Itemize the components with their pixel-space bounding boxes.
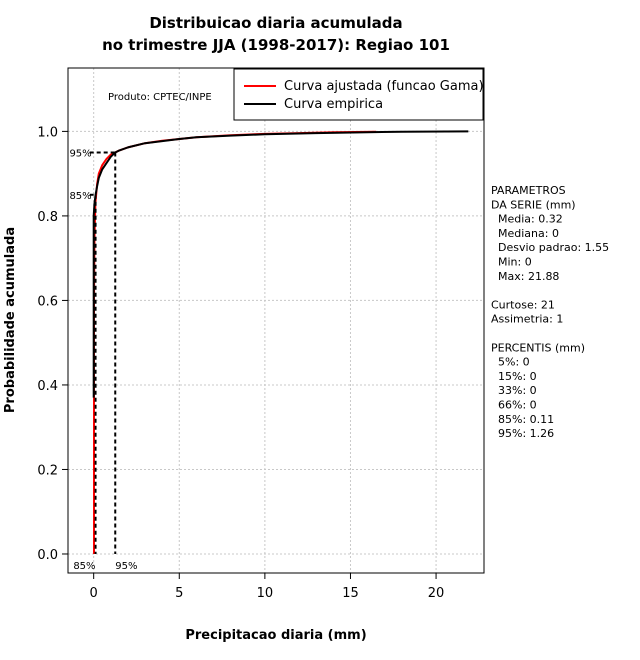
y-tick-label-3: 0.6 xyxy=(37,294,58,309)
side-panel-line-0: PARAMETROS xyxy=(491,184,566,197)
y-tick-label-1: 0.2 xyxy=(37,463,58,478)
x-tick-label-4: 20 xyxy=(428,586,445,601)
side-panel-line-12: 5%: 0 xyxy=(498,356,530,369)
legend-label-fitted: Curva ajustada (funcao Gama) xyxy=(284,79,484,94)
side-panel-line-16: 85%: 0.11 xyxy=(498,413,554,426)
side-panel-line-15: 66%: 0 xyxy=(498,399,537,412)
series-group xyxy=(92,130,469,554)
x-axis-label: Precipitacao diaria (mm) xyxy=(185,628,366,643)
side-panel-line-2: Media: 0.32 xyxy=(498,213,563,226)
side-panel-line-1: DA SERIE (mm) xyxy=(491,198,576,211)
legend-label-empirical: Curva empirica xyxy=(284,97,383,112)
percentile-xlabel-1: 95% xyxy=(115,561,137,572)
percentile-xlabel-0: 85% xyxy=(73,561,95,572)
x-tick-label-3: 15 xyxy=(342,586,359,601)
percentile-ylabel-1: 95% xyxy=(69,149,91,160)
side-panel-line-14: 33%: 0 xyxy=(498,384,537,397)
series-line-1 xyxy=(92,130,469,398)
side-panel-line-3: Mediana: 0 xyxy=(498,227,559,240)
legend: Curva ajustada (funcao Gama) Curva empir… xyxy=(233,68,484,121)
chart-title-line2: no trimestre JJA (1998-2017): Regiao 101 xyxy=(102,36,450,54)
series-line-0 xyxy=(93,130,377,554)
side-panel-line-9: Assimetria: 1 xyxy=(491,313,563,326)
percentile-markers: 85% 85% 95% 95% xyxy=(69,149,137,572)
side-panel-line-8: Curtose: 21 xyxy=(491,298,555,311)
y-axis-label: Probabilidade acumulada xyxy=(3,227,18,413)
side-panel-line-5: Min: 0 xyxy=(498,256,532,269)
side-panel-line-17: 95%: 1.26 xyxy=(498,427,554,440)
x-tick-label-0: 0 xyxy=(90,586,98,601)
side-panel-line-6: Max: 21.88 xyxy=(498,270,559,283)
percentile-ylabel-0: 85% xyxy=(69,191,91,202)
side-panel-line-4: Desvio padrao: 1.55 xyxy=(498,241,609,254)
grid xyxy=(68,68,484,573)
chart-title-line1: Distribuicao diaria acumulada xyxy=(149,14,402,32)
legend-box xyxy=(233,68,484,121)
y-tick-label-2: 0.4 xyxy=(37,379,58,394)
y-tick-label-5: 1.0 xyxy=(37,125,58,140)
plot-frame xyxy=(67,67,485,574)
product-label: Produto: CPTEC/INPE xyxy=(108,92,212,103)
side-panel-line-13: 15%: 0 xyxy=(498,370,537,383)
x-tick-label-1: 5 xyxy=(175,586,183,601)
y-tick-label-4: 0.8 xyxy=(37,210,58,225)
x-tick-label-2: 10 xyxy=(257,586,274,601)
y-tick-label-0: 0.0 xyxy=(37,548,58,563)
side-panel-line-11: PERCENTIS (mm) xyxy=(491,341,585,354)
axes: 0 5 10 15 20 0.0 0.2 0.4 0.6 0.8 1.0 xyxy=(37,125,444,601)
